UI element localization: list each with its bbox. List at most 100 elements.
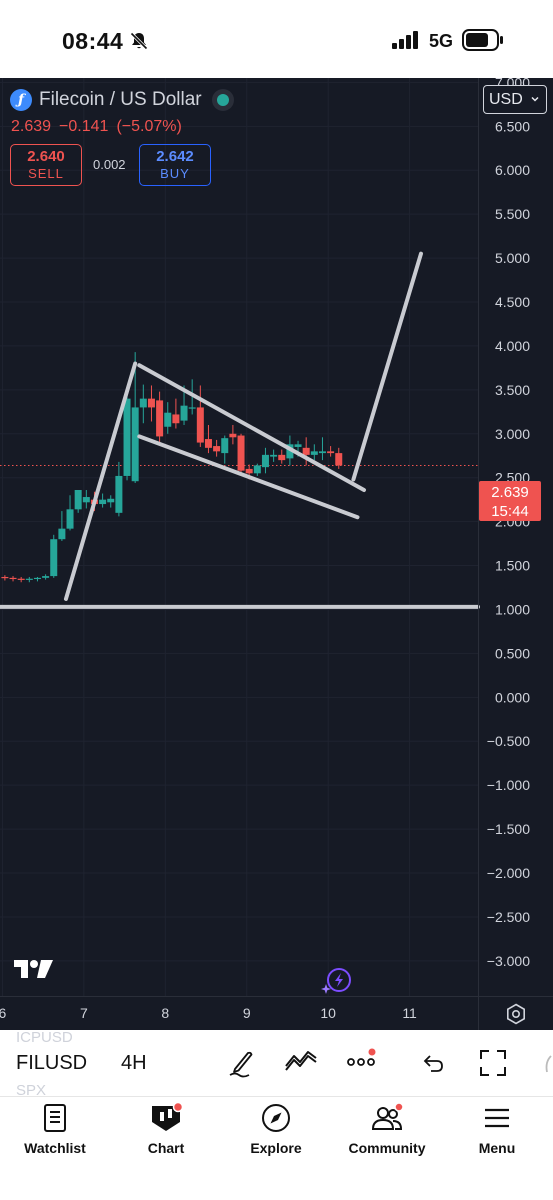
candle-body bbox=[237, 435, 245, 471]
bottom-navigation bbox=[0, 1096, 553, 1200]
currency-select[interactable]: USD bbox=[483, 85, 547, 114]
status-time: 08:44 bbox=[62, 28, 124, 54]
price-axis-label: 0.500 bbox=[495, 645, 530, 661]
compass-icon bbox=[262, 1104, 290, 1132]
candle-body bbox=[245, 468, 253, 474]
chart-settings-icon[interactable] bbox=[505, 1003, 527, 1025]
candle-body bbox=[50, 539, 58, 577]
sell-price: 2.640 bbox=[27, 148, 65, 165]
chart-area[interactable]: 7.0006.5006.0005.5005.0004.5004.0003.500… bbox=[0, 78, 553, 1030]
ai-assistant-icon[interactable] bbox=[320, 966, 354, 996]
candle-body bbox=[1, 576, 9, 579]
candle-body bbox=[229, 433, 237, 438]
price-axis-label: 4.000 bbox=[495, 338, 530, 354]
fullscreen-icon[interactable] bbox=[479, 1049, 507, 1077]
nav-menu[interactable]: Menu bbox=[442, 1102, 552, 1156]
candle-body bbox=[33, 577, 41, 580]
candle-body bbox=[107, 498, 115, 503]
symbol-picker-next[interactable]: SPX bbox=[16, 1082, 47, 1099]
candle-body bbox=[180, 405, 188, 421]
candlestick-chart[interactable]: 7.0006.5006.0005.5005.0004.5004.0003.500… bbox=[0, 78, 553, 1030]
price-tag-countdown: 15:44 bbox=[491, 503, 529, 520]
breakout-line bbox=[351, 251, 423, 482]
nav-watchlist-label: Watchlist bbox=[24, 1140, 86, 1156]
price-axis-label: 1.500 bbox=[495, 558, 530, 574]
candle-body bbox=[261, 454, 269, 468]
price-summary: 2.639 −0.141 (−5.07%) bbox=[11, 118, 182, 136]
nav-chart-label: Chart bbox=[147, 1140, 185, 1156]
candle-body bbox=[221, 438, 229, 454]
network-type: 5G bbox=[429, 31, 454, 51]
candle-body bbox=[131, 407, 139, 482]
axes: 7.0006.5006.0005.5005.0004.5004.0003.500… bbox=[0, 78, 553, 1030]
sell-button[interactable]: 2.640 SELL bbox=[10, 144, 82, 186]
price-axis-label: −3.000 bbox=[487, 953, 530, 969]
nav-explore[interactable]: Explore bbox=[221, 1102, 331, 1156]
time-axis-label: 11 bbox=[402, 1005, 417, 1021]
redo-icon[interactable] bbox=[541, 1054, 553, 1074]
chevron-down-icon bbox=[531, 96, 539, 102]
last-price: 2.639 bbox=[11, 118, 52, 135]
drawing-pen-icon[interactable] bbox=[227, 1048, 257, 1078]
nav-community-label: Community bbox=[348, 1140, 426, 1156]
nav-watchlist[interactable]: Watchlist bbox=[0, 1102, 110, 1156]
price-axis-label: 3.500 bbox=[495, 382, 530, 398]
price-axis-label: −2.500 bbox=[487, 909, 530, 925]
indicators-icon[interactable] bbox=[284, 1050, 318, 1076]
time-axis-label: 9 bbox=[243, 1005, 251, 1021]
price-axis-label: −2.000 bbox=[487, 865, 530, 881]
symbol-header[interactable]: ƒ Filecoin / US Dollar bbox=[10, 86, 234, 114]
candle-body bbox=[318, 451, 326, 454]
grid-lines bbox=[0, 78, 478, 996]
candle-body bbox=[172, 414, 180, 424]
candle-body bbox=[286, 444, 294, 459]
market-open-indicator bbox=[211, 89, 234, 111]
battery-icon bbox=[462, 29, 503, 51]
candle-body bbox=[156, 400, 164, 437]
bell-muted-icon bbox=[130, 32, 148, 50]
undo-icon[interactable] bbox=[421, 1052, 445, 1074]
signal-bars-icon bbox=[392, 31, 418, 49]
buy-price: 2.642 bbox=[156, 148, 194, 165]
more-options-icon[interactable] bbox=[346, 1046, 378, 1072]
candle-body bbox=[58, 528, 66, 540]
filecoin-icon: ƒ bbox=[10, 89, 32, 111]
price-axis-label: 1.000 bbox=[495, 601, 530, 617]
price-axis-label: 5.000 bbox=[495, 250, 530, 266]
currency-value: USD bbox=[489, 90, 523, 108]
candle-body bbox=[115, 475, 123, 513]
spread-value: 0.002 bbox=[93, 157, 126, 172]
candle-body bbox=[42, 576, 50, 578]
drawings[interactable] bbox=[0, 251, 480, 609]
candle-body bbox=[147, 398, 155, 408]
price-axis-label: −1.500 bbox=[487, 821, 530, 837]
community-icon bbox=[371, 1102, 404, 1130]
candle-body bbox=[66, 509, 74, 529]
tradingview-logo-icon[interactable] bbox=[14, 958, 54, 980]
candle-body bbox=[327, 451, 335, 454]
nav-explore-label: Explore bbox=[250, 1140, 302, 1156]
status-bar: 08:44 5G bbox=[0, 0, 553, 78]
interval-picker[interactable]: 4H bbox=[121, 1052, 147, 1074]
nav-chart[interactable]: Chart bbox=[111, 1102, 221, 1156]
candle-body bbox=[335, 453, 343, 466]
symbol-picker-prev[interactable]: ICPUSD bbox=[16, 1029, 73, 1046]
candle-body bbox=[310, 451, 318, 455]
last-price-tag: 2.639 15:44 bbox=[479, 481, 541, 521]
buy-label: BUY bbox=[160, 166, 190, 181]
candles bbox=[1, 352, 343, 583]
candle-body bbox=[17, 578, 25, 580]
price-tag-value: 2.639 bbox=[491, 484, 529, 501]
candle-body bbox=[253, 465, 261, 474]
candle-body bbox=[123, 398, 131, 476]
candle-body bbox=[164, 412, 172, 427]
nav-community[interactable]: Community bbox=[332, 1102, 442, 1156]
chart-icon bbox=[152, 1102, 183, 1131]
candle-body bbox=[302, 447, 310, 455]
symbol-picker[interactable]: FILUSD bbox=[16, 1052, 88, 1074]
menu-icon bbox=[485, 1108, 509, 1128]
candle-body bbox=[25, 578, 33, 580]
buy-button[interactable]: 2.642 BUY bbox=[139, 144, 211, 186]
flag-lower-line bbox=[137, 434, 360, 520]
flagpole-line bbox=[63, 361, 138, 601]
